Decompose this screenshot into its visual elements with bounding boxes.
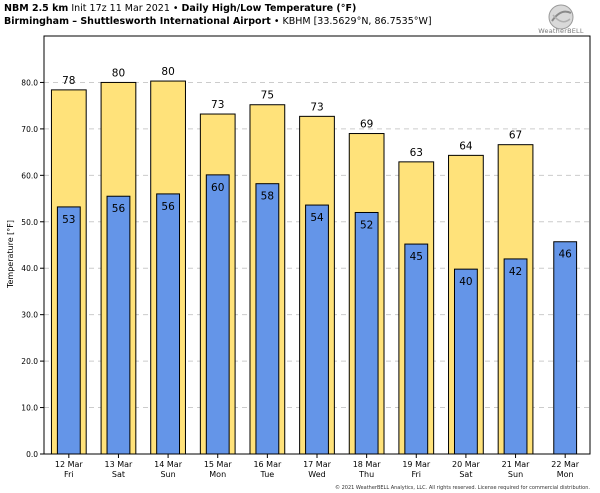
high-temp-label: 69 <box>360 119 373 131</box>
header-line-1: NBM 2.5 km Init 17z 11 Mar 2021 • Daily … <box>4 2 524 15</box>
y-tick-label: 10.0 <box>21 404 38 413</box>
high-temp-label: 73 <box>310 101 323 113</box>
x-tick-label-date: 21 Mar <box>502 460 531 469</box>
x-tick-label-day: Wed <box>308 470 325 479</box>
low-temp-bar <box>106 195 131 455</box>
y-axis-label: Temperature [°F] <box>6 220 15 289</box>
x-tick-label-date: 17 Mar <box>303 460 332 469</box>
low-temp-label: 56 <box>161 201 175 213</box>
station-name: Birmingham – Shuttlesworth International… <box>4 16 271 27</box>
x-tick-label-date: 18 Mar <box>353 460 382 469</box>
low-temp-label: 52 <box>360 219 373 231</box>
low-temp-bar <box>156 193 181 455</box>
low-temp-bar <box>503 258 528 455</box>
high-temp-label: 73 <box>211 99 224 111</box>
high-temp-label: 75 <box>261 90 274 102</box>
x-tick-label-day: Thu <box>358 470 374 479</box>
logo-text: WeatherBELL <box>538 27 584 35</box>
x-tick-label-day: Fri <box>412 470 422 479</box>
low-temp-label: 40 <box>459 276 472 288</box>
y-tick-label: 70.0 <box>21 125 38 134</box>
bullet: • <box>172 3 179 14</box>
value-labels: 78 53 80 56 80 56 73 60 75 58 73 54 69 52 63 45 64 40 67 42… <box>62 66 572 288</box>
x-tick-label-date: 13 Mar <box>105 460 134 469</box>
x-tick-label-date: 15 Mar <box>204 460 233 469</box>
axes: 0.0 10.0 20.0 30.0 40.0 50.0 60.0 70.0 80.0 12 Ma… <box>21 35 591 479</box>
header-line-2: Birmingham – Shuttlesworth International… <box>4 15 524 28</box>
chart-header: NBM 2.5 km Init 17z 11 Mar 2021 • Daily … <box>4 2 524 28</box>
high-temp-label: 80 <box>161 66 174 78</box>
low-temp-label: 53 <box>62 214 75 226</box>
low-temp-bar <box>453 268 478 455</box>
low-temp-bar <box>553 241 578 455</box>
low-temp-label: 46 <box>558 249 572 261</box>
x-tick-label-date: 22 Mar <box>551 460 580 469</box>
high-temp-label: 78 <box>62 75 75 87</box>
y-tick-label: 20.0 <box>21 357 38 366</box>
low-temp-label: 42 <box>509 266 522 278</box>
init-time: Init 17z 11 Mar 2021 <box>71 3 170 14</box>
low-temp-bar <box>56 206 81 455</box>
high-temp-label: 63 <box>410 147 423 159</box>
y-tick-label: 40.0 <box>21 264 38 273</box>
x-tick-label-date: 19 Mar <box>402 460 431 469</box>
y-tick-label: 50.0 <box>21 218 38 227</box>
x-tick-label-day: Tue <box>260 470 275 479</box>
high-temp-label: 64 <box>459 140 473 152</box>
low-temp-label: 54 <box>310 212 324 224</box>
y-tick-label: 60.0 <box>21 171 38 180</box>
x-tick-label-day: Mon <box>209 470 226 479</box>
x-tick-label-date: 16 Mar <box>253 460 282 469</box>
station-code: KBHM [33.5629°N, 86.7535°W] <box>282 16 432 27</box>
low-temp-bar <box>255 183 280 455</box>
x-tick-label-day: Sat <box>112 470 125 479</box>
bullet: • <box>273 16 280 27</box>
x-tick-label-day: Mon <box>557 470 574 479</box>
chart-title: Daily High/Low Temperature (°F) <box>181 3 357 14</box>
low-temp-label: 45 <box>410 251 423 263</box>
globe-swirl-icon <box>548 4 574 30</box>
x-tick-label-day: Sun <box>508 470 523 479</box>
low-temp-bar <box>354 211 379 455</box>
x-tick-label-date: 12 Mar <box>55 460 84 469</box>
low-temp-bar <box>305 204 329 455</box>
y-tick-label: 0.0 <box>26 450 38 459</box>
x-tick-label-day: Sun <box>160 470 175 479</box>
low-temp-label: 58 <box>261 191 274 203</box>
high-temp-label: 80 <box>112 67 125 79</box>
model-name: NBM 2.5 km <box>4 3 69 14</box>
y-tick-label: 80.0 <box>21 78 38 87</box>
x-tick-label-date: 14 Mar <box>154 460 183 469</box>
weatherbell-logo: WeatherBELL <box>528 2 594 42</box>
x-tick-label-day: Fri <box>64 470 74 479</box>
x-tick-label-date: 20 Mar <box>452 460 481 469</box>
low-temp-label: 56 <box>112 203 126 215</box>
copyright-footer: © 2021 WeatherBELL Analytics, LLC. All r… <box>335 485 590 491</box>
low-temp-bar <box>205 174 230 455</box>
low-temp-label: 60 <box>211 182 224 194</box>
low-temp-bar <box>404 243 429 455</box>
x-tick-label-day: Sat <box>459 470 472 479</box>
y-tick-label: 30.0 <box>21 311 38 320</box>
plot-frame <box>43 35 591 455</box>
high-temp-label: 67 <box>509 130 522 142</box>
